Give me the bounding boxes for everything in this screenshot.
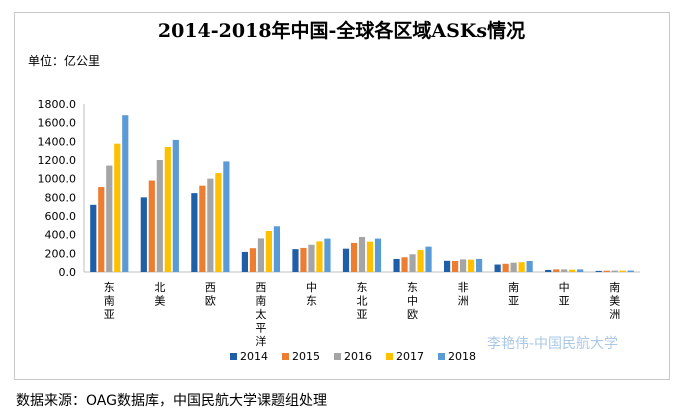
y-axis-unit-label: 单位：亿公里	[28, 54, 101, 68]
bar-2015-南亚	[502, 263, 509, 272]
bar-2017-中东	[316, 241, 323, 272]
bar-2018-东北亚	[374, 238, 382, 272]
bar-2015-东北亚	[350, 242, 358, 272]
x-tick-label: 中东	[306, 281, 317, 308]
bar-2016-东中欧	[409, 254, 416, 272]
bar-2017-西南太平洋	[265, 230, 273, 272]
y-tick-label: 600.0	[45, 210, 77, 223]
bar-2016-中亚	[561, 269, 568, 272]
bar-2015-中亚	[553, 269, 560, 272]
x-tick-label: 西南太平洋	[255, 281, 266, 348]
y-tick-label: 1400.0	[38, 135, 77, 148]
legend-label-2015: 2015	[292, 350, 320, 363]
bar-2015-西欧	[199, 185, 206, 272]
bar-2018-南美洲	[627, 270, 634, 272]
bar-2016-非洲	[459, 259, 467, 272]
bar-2018-西欧	[223, 161, 230, 272]
x-tick-label: 南亚	[508, 281, 519, 308]
bar-2014-非洲	[443, 260, 451, 272]
y-tick-label: 400.0	[45, 229, 77, 242]
bar-2014-西欧	[191, 193, 198, 272]
bar-2015-非洲	[451, 260, 459, 272]
y-tick-label: 200.0	[45, 247, 77, 260]
bar-2016-西欧	[207, 178, 214, 272]
bar-2016-中东	[308, 244, 315, 272]
legend-label-2016: 2016	[344, 350, 372, 363]
bar-2014-南美洲	[595, 270, 602, 272]
bar-2018-中亚	[577, 269, 584, 272]
bar-2015-东南亚	[98, 187, 105, 272]
bar-2015-北美	[148, 180, 155, 272]
bar-2016-北美	[156, 160, 163, 272]
x-tick-label: 非洲	[458, 281, 469, 308]
bar-2015-东中欧	[401, 257, 408, 272]
legend-swatch-2015	[282, 353, 289, 360]
legend-swatch-2017	[386, 353, 393, 360]
bar-2016-南美洲	[611, 270, 618, 272]
bar-2014-中东	[292, 249, 299, 272]
y-tick-label: 1000.0	[38, 173, 77, 186]
legend-label-2014: 2014	[240, 350, 268, 363]
legend-swatch-2018	[438, 353, 445, 360]
bar-2017-中亚	[569, 269, 576, 272]
x-tick-label: 西欧	[205, 281, 216, 308]
x-tick-label: 北美	[154, 281, 165, 308]
chart-title: 2014-2018年中国-全球各区域ASKs情况	[157, 20, 526, 42]
bar-2017-西欧	[215, 173, 222, 272]
source-note: 数据来源：OAG数据库，中国民航大学课题组处理	[16, 393, 327, 409]
legend-label-2017: 2017	[396, 350, 424, 363]
bar-2018-非洲	[475, 258, 483, 272]
bar-2014-东北亚	[342, 248, 350, 272]
x-tick-label: 东南亚	[104, 281, 115, 321]
bar-2016-东北亚	[358, 237, 366, 272]
bar-2016-西南太平洋	[257, 238, 265, 272]
bar-2018-中东	[324, 238, 331, 272]
bar-2014-西南太平洋	[241, 251, 249, 272]
x-tick-label: 中亚	[559, 281, 570, 308]
bar-2015-南美洲	[603, 270, 610, 272]
x-tick-label: 南美洲	[609, 281, 620, 321]
bar-2017-非洲	[467, 259, 475, 272]
y-tick-label: 800.0	[45, 191, 77, 204]
bar-2018-南亚	[526, 260, 533, 272]
watermark: 李艳伟-中国民航大学	[487, 336, 619, 352]
bar-2017-东南亚	[114, 143, 121, 272]
y-tick-label: 0.0	[59, 266, 77, 279]
bar-2014-北美	[140, 197, 147, 272]
bar-2018-北美	[172, 139, 179, 272]
bar-2018-西南太平洋	[273, 226, 281, 272]
x-tick-label: 东北亚	[357, 281, 368, 321]
bar-2016-东南亚	[106, 165, 113, 272]
legend-label-2018: 2018	[448, 350, 476, 363]
bar-2018-东中欧	[425, 246, 432, 272]
bar-2017-东北亚	[366, 241, 374, 272]
bar-2017-南美洲	[619, 270, 626, 272]
bar-2014-东中欧	[393, 258, 400, 272]
bar-2014-南亚	[494, 264, 501, 272]
bar-2015-西南太平洋	[249, 248, 257, 272]
y-tick-label: 1600.0	[38, 117, 77, 130]
y-tick-label: 1800.0	[38, 98, 77, 111]
bar-2015-中东	[300, 247, 307, 272]
bar-2016-南亚	[510, 262, 517, 272]
bar-2017-南亚	[518, 262, 525, 272]
legend-swatch-2016	[334, 353, 341, 360]
x-tick-label: 东中欧	[407, 281, 418, 321]
y-tick-label: 1200.0	[38, 154, 77, 167]
bar-2014-东南亚	[90, 204, 97, 272]
bar-2017-东中欧	[417, 250, 424, 272]
legend-swatch-2014	[230, 353, 237, 360]
bar-2014-中亚	[545, 269, 552, 272]
bar-2017-北美	[164, 146, 171, 272]
bar-2018-东南亚	[122, 115, 129, 272]
